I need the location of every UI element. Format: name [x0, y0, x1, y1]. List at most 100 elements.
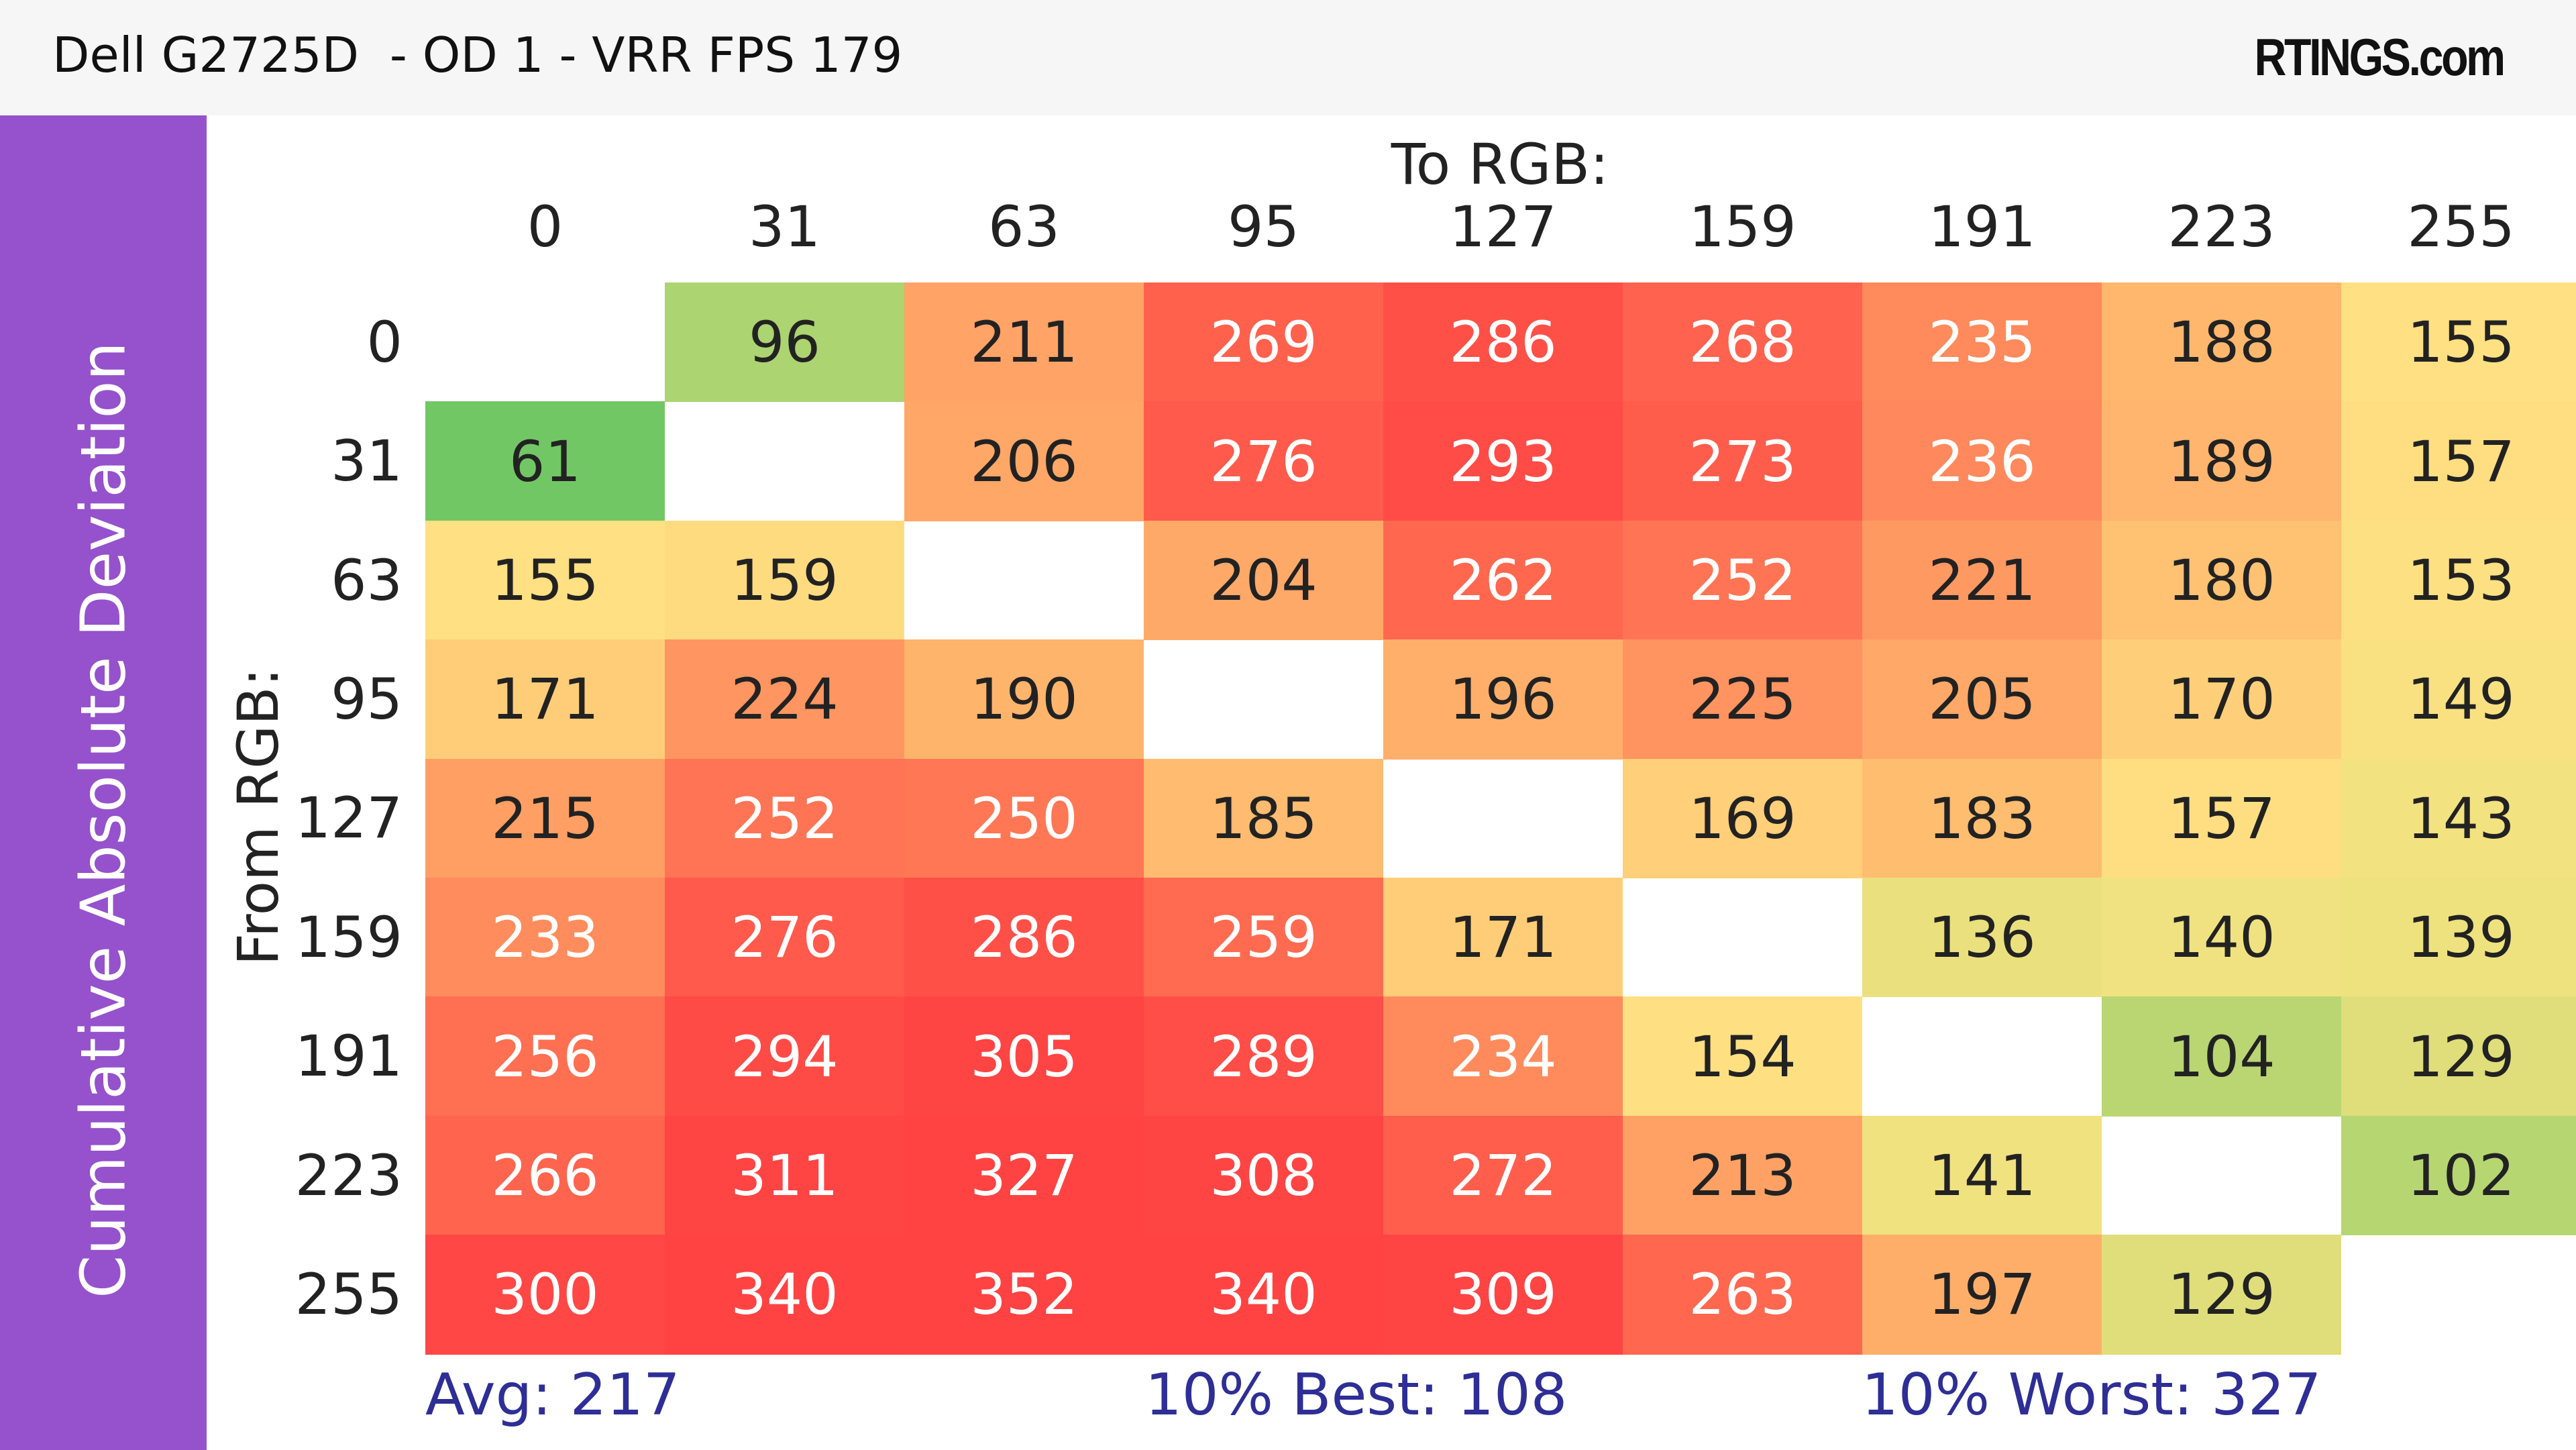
heatmap-cell: 159	[665, 520, 904, 641]
heatmap-cell: 225	[1623, 639, 1862, 760]
heatmap-cell: 171	[425, 639, 665, 760]
heatmap-cell: 233	[425, 878, 665, 998]
y-tick-label: 191	[294, 1023, 402, 1090]
heatmap-cell: 308	[1144, 1115, 1383, 1236]
heatmap-cell-empty	[425, 282, 665, 402]
y-tick-label: 31	[331, 428, 402, 495]
y-tick-label: 159	[294, 904, 402, 970]
x-tick-label: 255	[2407, 194, 2515, 260]
heatmap-cell: 293	[1383, 401, 1623, 521]
heatmap-cell: 170	[2102, 639, 2341, 760]
heatmap-cell: 61	[425, 401, 665, 521]
heatmap-cell: 183	[1862, 758, 2102, 878]
heatmap-cell: 256	[425, 996, 665, 1117]
heatmap-cell: 309	[1383, 1235, 1623, 1355]
heatmap-cell: 224	[665, 639, 904, 760]
heatmap-cell: 206	[904, 401, 1144, 521]
heatmap-cell-empty	[904, 521, 1144, 640]
heatmap-cell: 215	[425, 758, 665, 878]
x-tick-label: 0	[527, 194, 564, 260]
heatmap-cell: 157	[2341, 401, 2576, 521]
heatmap-cell: 171	[1383, 878, 1623, 998]
heatmap-cell: 189	[2102, 401, 2341, 521]
heatmap-cell: 236	[1862, 401, 2102, 521]
heatmap-cell-empty	[1144, 639, 1383, 759]
heatmap-cell: 259	[1144, 878, 1383, 998]
heatmap-cell-empty	[1862, 996, 2102, 1116]
rtings-logo: RTINGS.com	[2254, 28, 2506, 87]
heatmap-cell: 340	[1144, 1235, 1383, 1355]
heatmap-cell: 352	[904, 1235, 1144, 1355]
heatmap-cell: 268	[1623, 282, 1862, 403]
x-tick-label: 127	[1449, 194, 1557, 260]
heatmap-cell: 153	[2341, 520, 2576, 641]
x-tick-label: 31	[749, 194, 820, 260]
x-axis-label: To RGB:	[1391, 132, 1609, 197]
worst-stat: 10% Worst: 327	[1862, 1361, 2322, 1429]
heatmap-cell: 129	[2102, 1235, 2341, 1355]
metric-label: Cumulative Absolute Deviation	[67, 342, 140, 1298]
heatmap-cell: 180	[2102, 520, 2341, 641]
heatmap-cell: 185	[1144, 758, 1383, 878]
heatmap-cell: 252	[1623, 520, 1862, 641]
heatmap-cell: 273	[1623, 401, 1862, 521]
heatmap-cell: 276	[1144, 401, 1383, 521]
y-tick-label: 0	[366, 309, 402, 375]
average-stat: Avg: 217	[425, 1361, 680, 1429]
heatmap-cell: 300	[425, 1235, 665, 1355]
y-tick-label: 63	[331, 547, 402, 613]
y-axis-label: From RGB:	[225, 667, 291, 966]
x-tick-label: 63	[988, 194, 1060, 260]
heatmap-cell: 213	[1623, 1115, 1862, 1236]
heatmap-cell: 286	[1383, 282, 1623, 403]
x-tick-label: 191	[1928, 194, 2036, 260]
heatmap-cell: 262	[1383, 520, 1623, 641]
x-tick-label: 159	[1688, 194, 1796, 260]
heatmap-cell: 269	[1144, 282, 1383, 403]
heatmap-cell-empty	[1383, 759, 1623, 878]
heatmap-cell: 141	[1862, 1115, 2102, 1236]
heatmap-cell: 211	[904, 282, 1144, 403]
heatmap-cell: 263	[1623, 1235, 1862, 1355]
heatmap-cell: 102	[2341, 1115, 2576, 1236]
heatmap-cell: 272	[1383, 1115, 1623, 1236]
heatmap-cell: 196	[1383, 639, 1623, 760]
heatmap-cell: 305	[904, 996, 1144, 1117]
heatmap-cell: 340	[665, 1235, 904, 1355]
heatmap-cell: 235	[1862, 282, 2102, 403]
heatmap-cell: 294	[665, 996, 904, 1117]
heatmap-cell-empty	[2341, 1235, 2576, 1354]
heatmap-cell: 289	[1144, 996, 1383, 1117]
y-tick-label: 255	[294, 1261, 402, 1327]
heatmap-cell: 154	[1623, 996, 1862, 1117]
heatmap-cell: 139	[2341, 878, 2576, 998]
heatmap-cell: 327	[904, 1115, 1144, 1236]
heatmap-cell: 250	[904, 758, 1144, 878]
header: Dell G2725D - OD 1 - VRR FPS 179 RTINGS.…	[0, 0, 2576, 115]
chart-title: Dell G2725D - OD 1 - VRR FPS 179	[52, 27, 903, 83]
y-tick-label: 127	[294, 785, 402, 851]
x-tick-label: 223	[2167, 194, 2275, 260]
heatmap-cell: 190	[904, 639, 1144, 760]
heatmap-cell: 157	[2102, 758, 2341, 878]
heatmap-cell: 155	[2341, 282, 2576, 403]
heatmap-cell: 234	[1383, 996, 1623, 1117]
heatmap-cell: 188	[2102, 282, 2341, 403]
heatmap-cell: 143	[2341, 758, 2576, 878]
heatmap-cell: 149	[2341, 639, 2576, 760]
heatmap-cell-empty	[665, 401, 904, 521]
heatmap-cell: 286	[904, 878, 1144, 998]
heatmap-cell: 129	[2341, 996, 2576, 1117]
heatmap-cell: 204	[1144, 520, 1383, 641]
heatmap-cell: 169	[1623, 758, 1862, 878]
heatmap-cell: 104	[2102, 996, 2341, 1117]
sidebar: Cumulative Absolute Deviation	[0, 115, 207, 1450]
heatmap-cell: 136	[1862, 878, 2102, 998]
best-stat: 10% Best: 108	[1145, 1361, 1568, 1429]
heatmap-cell: 96	[665, 282, 904, 403]
heatmap-cell-empty	[1623, 878, 1862, 997]
heatmap-cell: 266	[425, 1115, 665, 1236]
heatmap-cell: 155	[425, 520, 665, 641]
heatmap-cell: 221	[1862, 520, 2102, 641]
heatmap-cell: 276	[665, 878, 904, 998]
